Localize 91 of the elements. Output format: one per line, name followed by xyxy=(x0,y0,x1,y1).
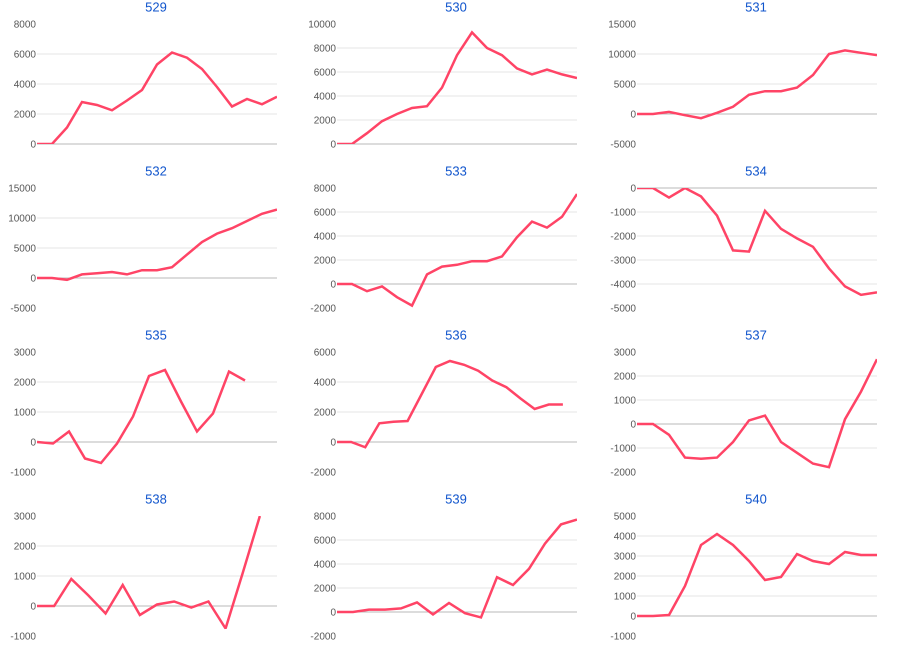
y-tick-label: 0 xyxy=(30,602,36,612)
y-tick-label: -2000 xyxy=(610,468,636,478)
y-tick-label: 0 xyxy=(30,274,36,284)
line-series xyxy=(37,516,262,630)
y-tick-label: 6000 xyxy=(314,536,336,546)
y-tick-label: 0 xyxy=(630,420,636,430)
y-tick-label: -4000 xyxy=(610,280,636,290)
y-tick-label: 8000 xyxy=(314,44,336,54)
y-tick-label: 3000 xyxy=(14,348,36,358)
y-tick-label: 1000 xyxy=(614,396,636,406)
y-tick-label: 4000 xyxy=(314,560,336,570)
y-tick-label: -2000 xyxy=(310,632,336,642)
chart-title: 537 xyxy=(745,328,767,343)
y-tick-label: -1000 xyxy=(610,444,636,454)
line-series xyxy=(337,192,577,307)
y-tick-label: -3000 xyxy=(610,256,636,266)
y-tick-label: 5000 xyxy=(614,80,636,90)
line-series xyxy=(337,31,577,144)
y-tick-label: 1000 xyxy=(14,572,36,582)
y-tick-label: 4000 xyxy=(314,92,336,102)
y-tick-label: 15000 xyxy=(608,20,636,30)
chart-title: 538 xyxy=(145,492,167,507)
y-tick-label: 2000 xyxy=(614,572,636,582)
y-tick-label: 6000 xyxy=(14,50,36,60)
y-tick-label: -2000 xyxy=(610,232,636,242)
y-tick-label: 0 xyxy=(630,110,636,120)
y-tick-label: -5000 xyxy=(610,140,636,150)
y-tick-label: 0 xyxy=(630,184,636,194)
y-tick-label: 10000 xyxy=(8,214,36,224)
y-tick-label: -5000 xyxy=(10,304,36,314)
y-tick-label: 4000 xyxy=(614,532,636,542)
y-tick-label: 0 xyxy=(30,438,36,448)
chart-title: 532 xyxy=(145,164,167,179)
chart-title: 534 xyxy=(745,164,767,179)
y-tick-label: 2000 xyxy=(14,110,36,120)
y-tick-label: 15000 xyxy=(8,184,36,194)
line-series xyxy=(337,518,577,619)
y-tick-label: 4000 xyxy=(314,378,336,388)
y-tick-label: -2000 xyxy=(310,304,336,314)
y-tick-label: 2000 xyxy=(314,584,336,594)
y-tick-label: 8000 xyxy=(14,20,36,30)
y-tick-label: 0 xyxy=(330,438,336,448)
y-tick-label: 0 xyxy=(30,140,36,150)
y-tick-label: 8000 xyxy=(314,184,336,194)
y-tick-label: 2000 xyxy=(314,408,336,418)
y-tick-label: 2000 xyxy=(314,116,336,126)
y-tick-label: 10000 xyxy=(608,50,636,60)
y-tick-label: 4000 xyxy=(314,232,336,242)
chart-title: 533 xyxy=(445,164,467,179)
y-tick-label: 8000 xyxy=(314,512,336,522)
y-tick-label: 2000 xyxy=(314,256,336,266)
y-tick-label: 1000 xyxy=(14,408,36,418)
y-tick-label: 0 xyxy=(630,612,636,622)
y-tick-label: 2000 xyxy=(14,378,36,388)
y-tick-label: -1000 xyxy=(10,632,36,642)
chart-title: 535 xyxy=(145,328,167,343)
y-tick-label: 10000 xyxy=(308,20,336,30)
y-tick-label: 3000 xyxy=(614,348,636,358)
y-tick-label: 0 xyxy=(330,280,336,290)
line-series xyxy=(637,49,877,120)
line-series xyxy=(337,360,564,448)
y-tick-label: 6000 xyxy=(314,348,336,358)
chart-title: 536 xyxy=(445,328,467,343)
chart-title: 531 xyxy=(745,0,767,15)
line-series xyxy=(37,51,277,144)
y-tick-label: 2000 xyxy=(14,542,36,552)
y-tick-label: 5000 xyxy=(14,244,36,254)
y-tick-label: -1000 xyxy=(10,468,36,478)
y-tick-label: 6000 xyxy=(314,208,336,218)
line-series xyxy=(637,188,877,296)
line-series xyxy=(637,358,877,468)
y-tick-label: -1000 xyxy=(610,208,636,218)
line-series xyxy=(37,368,246,464)
y-tick-label: -1000 xyxy=(610,632,636,642)
y-tick-label: 6000 xyxy=(314,68,336,78)
chart-title: 529 xyxy=(145,0,167,15)
y-tick-label: -5000 xyxy=(610,304,636,314)
y-tick-label: 1000 xyxy=(614,592,636,602)
chart-title: 540 xyxy=(745,492,767,507)
y-tick-label: 3000 xyxy=(614,552,636,562)
y-tick-label: 5000 xyxy=(614,512,636,522)
y-tick-label: 4000 xyxy=(14,80,36,90)
y-tick-label: 2000 xyxy=(614,372,636,382)
y-tick-label: -2000 xyxy=(310,468,336,478)
y-tick-label: 0 xyxy=(330,140,336,150)
y-tick-label: 3000 xyxy=(14,512,36,522)
line-series xyxy=(637,532,877,618)
chart-title: 530 xyxy=(445,0,467,15)
y-tick-label: 0 xyxy=(330,608,336,618)
chart-title: 539 xyxy=(445,492,467,507)
line-series xyxy=(37,208,277,282)
